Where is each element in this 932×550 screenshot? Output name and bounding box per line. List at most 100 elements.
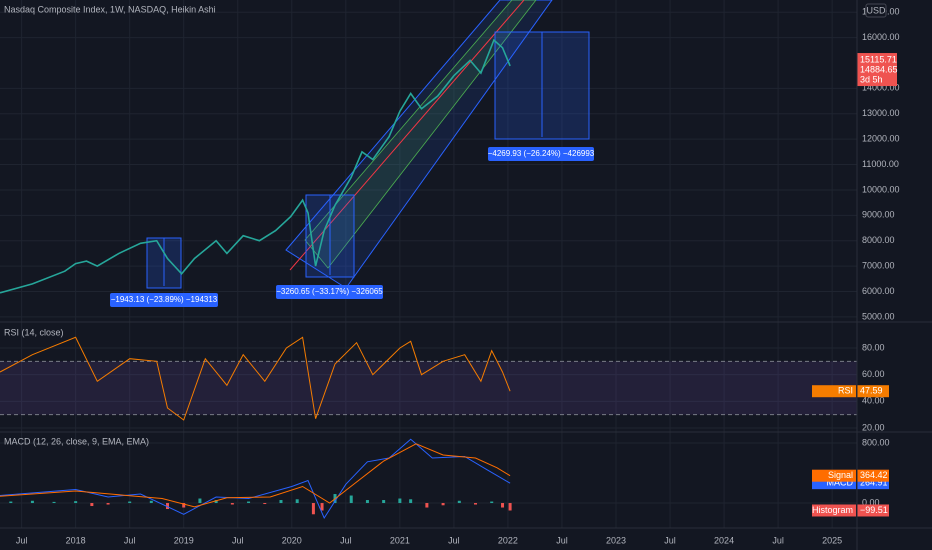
histogram-bar — [311, 503, 315, 515]
y-tick-label: 6000.00 — [862, 286, 895, 296]
y-tick-label: 9000.00 — [862, 210, 895, 220]
series-name: Signal — [828, 470, 853, 480]
series-value: −99.51 — [860, 505, 888, 515]
histogram-bar — [214, 500, 218, 504]
series-name-box — [812, 469, 856, 482]
y-tick-label: 800.00 — [862, 437, 890, 447]
y-tick-label: 11000.00 — [862, 159, 899, 169]
series-value-box — [857, 469, 889, 482]
histogram-bar — [457, 500, 461, 504]
y-tick-label: 80.00 — [862, 342, 885, 352]
histogram-bar — [128, 501, 132, 504]
histogram-bar — [52, 501, 56, 504]
histogram-bar — [263, 503, 267, 505]
currency-box[interactable] — [865, 3, 887, 18]
histogram-bar — [398, 498, 402, 504]
measure-label: −1943.13 (−23.89%) −194313 — [111, 295, 218, 304]
grid — [0, 0, 857, 528]
histogram-bar — [365, 500, 369, 504]
chart-title: Nasdaq Composite Index, 1W, NASDAQ, Heik… — [4, 4, 216, 14]
series-line — [0, 443, 511, 508]
histogram-bar — [474, 503, 478, 505]
series-value-box — [857, 385, 889, 398]
histogram-bar — [182, 503, 186, 508]
series-value: 364.42 — [860, 470, 888, 480]
y-tick-label: 14000.00 — [862, 83, 900, 93]
histogram-bar — [425, 503, 429, 508]
histogram-bar — [106, 503, 110, 505]
histogram-bar — [441, 503, 445, 506]
histogram-bar — [295, 499, 299, 504]
macd-title: MACD (12, 26, close, 9, EMA, EMA) — [4, 436, 149, 446]
series-value: 264.91 — [860, 478, 888, 488]
y-tick-label: 40.00 — [862, 396, 885, 406]
y-tick-label: 12000.00 — [862, 134, 900, 144]
x-tick-label: 2019 — [174, 535, 194, 545]
x-tick-label: Jul — [16, 535, 28, 545]
series-value: 47.59 — [860, 386, 883, 396]
histogram-bar — [320, 503, 324, 511]
histogram-bar — [90, 503, 94, 507]
histogram-bar — [149, 500, 153, 504]
histogram-bar — [198, 498, 202, 504]
channel-inner — [304, 0, 537, 269]
channel-center — [289, 0, 525, 271]
histogram-bar — [349, 495, 353, 504]
histogram-bar — [230, 503, 234, 505]
series-line — [0, 438, 511, 520]
x-tick-label: Jul — [772, 535, 784, 545]
x-tick-label: Jul — [556, 535, 568, 545]
series-value-box — [857, 504, 889, 517]
measure-label-box — [276, 285, 383, 299]
x-tick-label: Jul — [664, 535, 676, 545]
x-tick-label: 2025 — [822, 535, 842, 545]
x-tick-label: Jul — [232, 535, 244, 545]
series-name-box — [812, 385, 856, 398]
histogram-bar — [74, 501, 78, 504]
histogram-bar — [409, 499, 413, 504]
y-tick-label: 10000.00 — [862, 184, 900, 194]
series-name: RSI — [838, 386, 853, 396]
y-tick-label: 20.00 — [862, 422, 885, 432]
x-tick-label: 2021 — [390, 535, 410, 545]
series-line — [0, 38, 511, 294]
x-tick-label: 2024 — [714, 535, 734, 545]
series-line — [0, 336, 511, 421]
last-price: 14884.65 — [860, 64, 898, 74]
x-tick-label: Jul — [448, 535, 460, 545]
channel-outer — [285, 0, 553, 289]
histogram-bar — [9, 501, 13, 504]
histogram-bar — [279, 500, 283, 504]
rsi-title: RSI (14, close) — [4, 327, 64, 337]
y-tick-label: 5000.00 — [862, 311, 895, 321]
histogram-bar — [166, 503, 170, 510]
y-tick-label: 0.00 — [862, 497, 880, 507]
histogram-bar — [501, 503, 505, 508]
regression-channel — [285, 0, 553, 289]
x-tick-label: 2020 — [282, 535, 302, 545]
series-name: MACD — [827, 478, 854, 488]
x-tick-label: 2022 — [498, 535, 518, 545]
measure-label: −4269.93 (−26.24%) −426993 — [488, 149, 595, 158]
measure-label-box — [488, 147, 594, 161]
histogram-bar — [490, 501, 494, 504]
y-tick-label: 60.00 — [862, 369, 885, 379]
y-tick-label: 8000.00 — [862, 235, 895, 245]
x-tick-label: 2018 — [66, 535, 86, 545]
last-price: 15115.71 — [860, 54, 897, 64]
labels: Jul 2018 Jul 2019 Jul 2020 Jul 2021 Jul 2022 Jul 20… — [16, 7, 900, 546]
series-name: Histogram — [812, 505, 853, 515]
marks — [0, 38, 512, 520]
y-tick-label: 16000.00 — [862, 32, 900, 42]
series-name-box — [812, 504, 856, 517]
currency[interactable]: USD — [866, 5, 886, 15]
measure-label-box — [110, 293, 218, 307]
last-price-box — [857, 53, 897, 87]
histogram-bar — [382, 500, 386, 504]
rsi-band — [0, 361, 857, 415]
x-tick-label: Jul — [340, 535, 352, 545]
x-tick-label: Jul — [124, 535, 136, 545]
countdown: 3d 5h — [860, 74, 883, 84]
